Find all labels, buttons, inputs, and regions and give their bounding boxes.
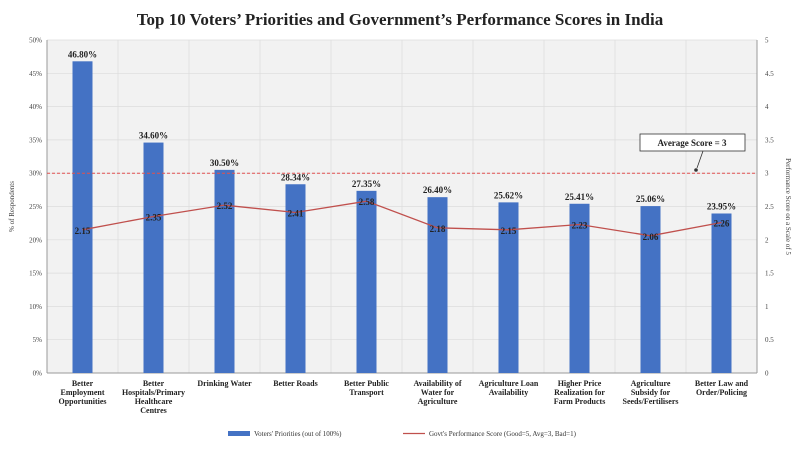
- y2-tick-label: 4.5: [765, 70, 774, 78]
- bar: [498, 202, 519, 373]
- score-data-label: 2.41: [288, 208, 304, 218]
- y2-tick-label: 1: [765, 303, 769, 311]
- x-category-label: Subsidy for: [631, 388, 671, 397]
- bar-data-label: 30.50%: [210, 158, 239, 168]
- chart-title: Top 10 Voters’ Priorities and Government…: [137, 10, 664, 29]
- y2-tick-label: 4: [765, 103, 769, 111]
- y2-tick-label: 2: [765, 236, 769, 244]
- x-category-label: Availability of: [413, 379, 461, 388]
- bar: [356, 190, 377, 373]
- x-category-label: Agriculture: [631, 379, 671, 388]
- score-data-label: 2.35: [146, 212, 162, 222]
- y2-tick-label: 2.5: [765, 203, 774, 211]
- annotation-arrow-head: [694, 168, 698, 172]
- annotation-box: [639, 133, 746, 152]
- y-axis-label: % of Respondents: [8, 181, 16, 232]
- y2-tick-label: 0.5: [765, 336, 774, 344]
- x-category-label: Better Public: [344, 379, 389, 388]
- bar-data-label: 28.34%: [281, 172, 310, 182]
- bar-data-label: 34.60%: [139, 131, 168, 141]
- y-tick-label: 30%: [29, 170, 42, 178]
- y-tick-label: 0%: [33, 370, 43, 378]
- x-category-label: Better Roads: [273, 379, 318, 388]
- bar-data-label: 46.80%: [68, 49, 97, 59]
- x-category-label: Higher Price: [558, 379, 602, 388]
- x-category-label: Better: [72, 379, 94, 388]
- x-category-label: Farm Products: [554, 397, 606, 406]
- x-category-label: Agriculture: [418, 397, 458, 406]
- score-data-label: 2.06: [643, 232, 659, 242]
- y-tick-label: 40%: [29, 103, 42, 111]
- bar: [143, 142, 164, 373]
- x-category-label: Water for: [421, 388, 455, 397]
- bar: [569, 203, 590, 373]
- legend-line-label: Govt's Performance Score (Good=5, Avg=3,…: [429, 430, 577, 438]
- y2-tick-label: 3.5: [765, 136, 774, 144]
- y2-tick-label: 1.5: [765, 270, 774, 278]
- score-data-label: 2.58: [359, 197, 375, 207]
- bar-data-label: 27.35%: [352, 179, 381, 189]
- y-tick-label: 10%: [29, 303, 42, 311]
- y-tick-label: 25%: [29, 203, 42, 211]
- x-category-label: Order/Policing: [696, 388, 747, 397]
- x-category-label: Better: [143, 379, 165, 388]
- y2-axis-label: Performance Score on a Scale of 5: [784, 158, 792, 255]
- x-category-label: Better Law and: [695, 379, 749, 388]
- x-category-label: Opportunities: [58, 397, 106, 406]
- x-category-label: Centres: [140, 406, 167, 415]
- score-data-label: 2.23: [572, 220, 588, 230]
- y2-tick-label: 5: [765, 37, 769, 45]
- bar: [711, 213, 732, 373]
- y2-tick-label: 3: [765, 170, 769, 178]
- x-category-label: Availability: [489, 388, 528, 397]
- bar: [640, 206, 661, 373]
- legend-bar-swatch: [228, 431, 250, 436]
- x-category-label: Hospitals/Primary: [122, 388, 185, 397]
- y-tick-label: 20%: [29, 236, 42, 244]
- x-category-label: Agriculture Loan: [479, 379, 539, 388]
- score-line: [82, 200, 722, 237]
- score-data-label: 2.18: [430, 224, 446, 234]
- x-category-label: Transport: [349, 388, 384, 397]
- y-tick-label: 50%: [29, 37, 42, 45]
- y-tick-label: 5%: [33, 336, 43, 344]
- y-tick-label: 15%: [29, 270, 42, 278]
- x-category-label: Seeds/Fertilisers: [623, 397, 679, 406]
- bar: [214, 169, 235, 373]
- score-data-label: 2.15: [75, 226, 91, 236]
- bar: [427, 197, 448, 373]
- x-category-label: Realization for: [554, 388, 605, 397]
- x-category-label: Healthcare: [135, 397, 173, 406]
- bar: [72, 61, 93, 373]
- bar: [285, 184, 306, 373]
- bar-data-label: 25.41%: [565, 192, 594, 202]
- y2-tick-label: 0: [765, 370, 769, 378]
- annotation-label: Average Score = 3: [657, 138, 727, 148]
- legend-bar-label: Voters' Priorities (out of 100%): [254, 430, 342, 438]
- y-tick-label: 35%: [29, 136, 42, 144]
- bar-data-label: 25.62%: [494, 190, 523, 200]
- x-category-label: Employment: [61, 388, 105, 397]
- score-data-label: 2.52: [217, 201, 233, 211]
- annotation-arrow: [696, 150, 704, 169]
- y-tick-label: 45%: [29, 70, 42, 78]
- bar-data-label: 25.06%: [636, 194, 665, 204]
- x-category-label: Drinking Water: [197, 379, 252, 388]
- bar-data-label: 26.40%: [423, 185, 452, 195]
- score-data-label: 2.15: [501, 226, 517, 236]
- bar-data-label: 23.95%: [707, 201, 736, 211]
- score-data-label: 2.26: [714, 218, 730, 228]
